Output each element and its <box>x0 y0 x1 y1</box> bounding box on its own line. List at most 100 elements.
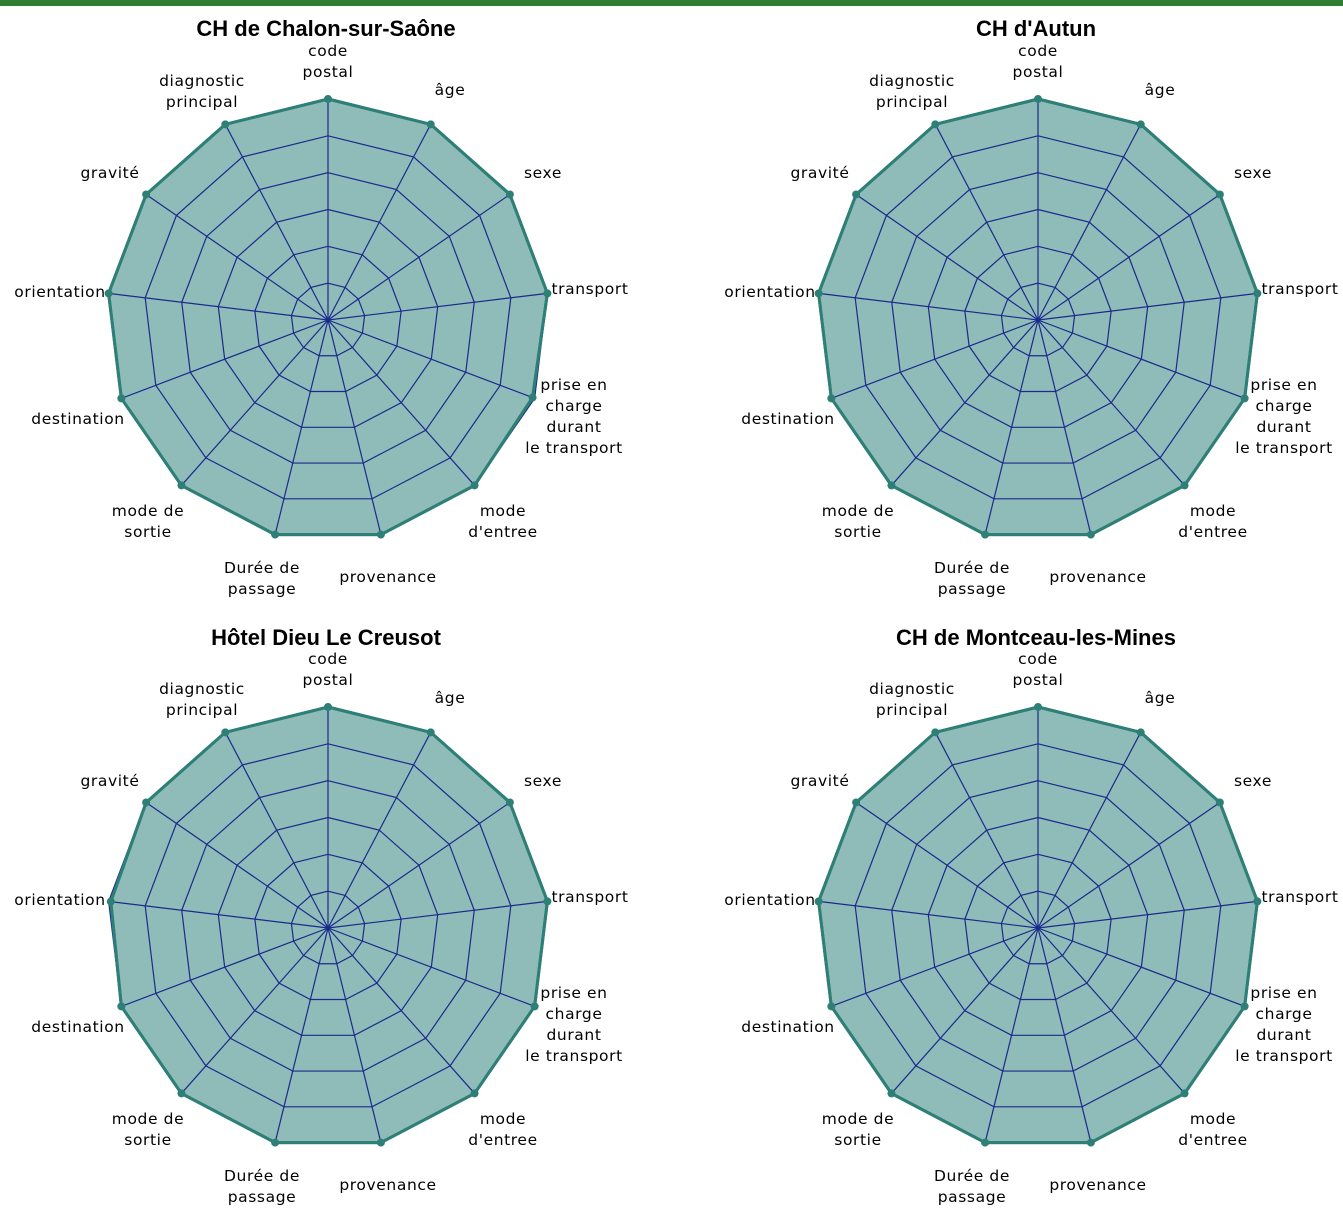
grid-ring <box>891 172 1185 464</box>
data-point-orientation <box>814 289 823 298</box>
axis-spoke <box>224 732 329 929</box>
axis-spoke <box>1037 319 1185 486</box>
grid-ring <box>254 853 402 1001</box>
axis-label-prise-en-charge-durant-le-transport: prise en charge durant le transport <box>525 376 623 457</box>
axis-spoke <box>327 292 548 321</box>
data-point-destination <box>827 394 836 403</box>
data-point-prise-en-charge-durant-le-transport <box>530 1002 539 1011</box>
axis-spoke <box>274 927 329 1143</box>
axis-spoke <box>1037 927 1092 1143</box>
axis-label-code-postal: code postal <box>303 42 354 81</box>
axis-label-age: âge <box>1145 81 1176 99</box>
axis-spoke <box>327 193 511 321</box>
axis-spoke <box>1037 927 1185 1094</box>
axis-label-gravite: gravité <box>80 772 139 790</box>
data-point-diagnostic-principal <box>221 728 230 737</box>
chart-title: Hôtel Dieu Le Creusot <box>211 625 441 650</box>
axis-spoke <box>891 319 1039 486</box>
axis-label-prise-en-charge-durant-le-transport: prise en charge durant le transport <box>525 984 623 1065</box>
axis-label-gravite: gravité <box>790 772 849 790</box>
data-point-gravite <box>852 798 861 807</box>
axis-spoke <box>984 319 1039 535</box>
data-point-code-postal <box>324 703 332 711</box>
axis-spoke <box>891 927 1039 1094</box>
data-point-mode-d-entree <box>1180 1089 1189 1098</box>
axis-spoke <box>1037 927 1245 1007</box>
axis-spoke <box>1037 319 1245 399</box>
data-point-sexe <box>505 190 514 199</box>
axis-spoke <box>224 124 329 321</box>
axis-label-orientation: orientation <box>724 891 815 909</box>
axis-label-duree-de-passage: Durée de passage <box>934 559 1010 598</box>
axis-label-age: âge <box>435 81 466 99</box>
data-point-diagnostic-principal <box>931 120 940 129</box>
data-point-diagnostic-principal <box>221 120 230 129</box>
grid-ring <box>181 780 475 1072</box>
radar-chart-4: code postal âge sexe transport prise en charge… <box>724 625 1338 1206</box>
data-point-provenance <box>1086 1138 1095 1147</box>
axis-spoke <box>934 732 1039 929</box>
axis-label-code-postal: code postal <box>1013 650 1064 689</box>
axis-spoke <box>327 124 432 321</box>
data-point-gravite <box>852 190 861 199</box>
axis-label-transport: transport <box>551 888 628 906</box>
data-point-mode-de-sortie <box>177 1089 186 1098</box>
axis-spoke <box>855 801 1039 929</box>
axis-label-code-postal: code postal <box>303 650 354 689</box>
axis-spoke <box>855 193 1039 321</box>
data-point-age <box>1136 728 1145 737</box>
data-point-orientation <box>106 897 115 906</box>
axis-spoke <box>274 319 329 535</box>
data-point-orientation <box>104 289 113 298</box>
data-point-mode-d-entree <box>1180 481 1189 490</box>
axis-spoke <box>984 927 1039 1143</box>
data-point-provenance <box>376 1138 385 1147</box>
axis-label-sexe: sexe <box>524 772 562 790</box>
data-outline <box>107 97 549 537</box>
grid-ring <box>144 743 512 1108</box>
grid-ring <box>854 135 1222 500</box>
axis-label-destination: destination <box>31 1018 124 1036</box>
axis-spoke <box>831 927 1039 1007</box>
axis-label-mode-d-entree: mode d'entree <box>1178 502 1247 541</box>
data-point-sexe <box>1215 190 1224 199</box>
axis-spoke <box>108 292 329 321</box>
data-outline <box>109 705 549 1145</box>
axis-label-orientation: orientation <box>14 283 105 301</box>
axis-spoke <box>121 927 329 1007</box>
chart-title: CH d'Autun <box>976 16 1096 41</box>
chart-title: CH de Chalon-sur-Saône <box>196 16 455 41</box>
axis-spoke <box>327 927 535 1007</box>
data-point-orientation <box>814 897 823 906</box>
axis-spoke <box>818 900 1039 929</box>
axis-spoke <box>327 319 475 486</box>
axis-spoke <box>327 319 382 535</box>
data-point-duree-de-passage <box>981 1138 990 1147</box>
chart-title: CH de Montceau-les-Mines <box>896 625 1176 650</box>
axis-spoke <box>327 900 548 929</box>
axis-label-diagnostic-principal: diagnostic principal <box>869 680 955 719</box>
axis-label-mode-d-entree: mode d'entree <box>468 1110 537 1149</box>
data-point-destination <box>827 1002 836 1011</box>
axis-label-mode-de-sortie: mode de sortie <box>822 1110 894 1149</box>
data-point-age <box>426 120 435 129</box>
grid-ring <box>964 853 1112 1001</box>
data-point-gravite <box>142 190 151 199</box>
data-point-provenance <box>376 530 385 539</box>
axis-spoke <box>327 732 432 929</box>
axis-spoke <box>121 319 329 399</box>
data-point-duree-de-passage <box>981 530 990 539</box>
data-point-transport <box>1253 289 1262 298</box>
axis-label-duree-de-passage: Durée de passage <box>224 559 300 598</box>
axis-label-orientation: orientation <box>14 891 105 909</box>
data-point-gravite <box>142 798 151 807</box>
axis-label-provenance: provenance <box>339 1176 436 1194</box>
data-point-code-postal <box>324 95 332 103</box>
axis-label-sexe: sexe <box>1234 164 1272 182</box>
data-point-transport <box>543 897 552 906</box>
axis-label-sexe: sexe <box>524 164 562 182</box>
data-point-destination <box>117 1002 126 1011</box>
data-outline <box>817 705 1259 1145</box>
data-point-age <box>426 728 435 737</box>
axis-label-destination: destination <box>31 410 124 428</box>
